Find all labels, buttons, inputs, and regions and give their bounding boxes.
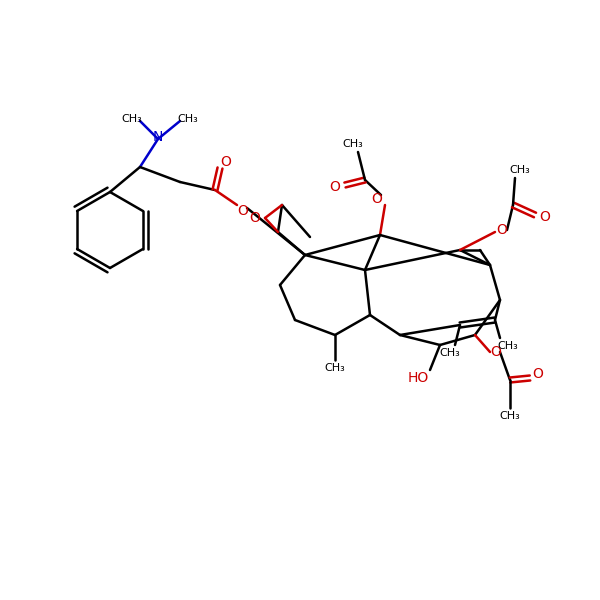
Text: CH₃: CH₃ — [440, 348, 460, 358]
Text: O: O — [221, 155, 232, 169]
Text: O: O — [371, 192, 382, 206]
Text: HO: HO — [407, 371, 428, 385]
Text: O: O — [238, 204, 248, 218]
Text: CH₃: CH₃ — [500, 411, 520, 421]
Text: O: O — [491, 345, 502, 359]
Text: CH₃: CH₃ — [509, 165, 530, 175]
Text: O: O — [250, 211, 260, 225]
Text: CH₃: CH₃ — [122, 114, 142, 124]
Text: CH₃: CH₃ — [497, 341, 518, 351]
Text: N: N — [153, 130, 163, 144]
Text: O: O — [539, 210, 550, 224]
Text: O: O — [533, 367, 544, 381]
Text: O: O — [497, 223, 508, 237]
Text: CH₃: CH₃ — [178, 114, 199, 124]
Text: CH₃: CH₃ — [325, 363, 346, 373]
Text: O: O — [329, 180, 340, 194]
Text: CH₃: CH₃ — [343, 139, 364, 149]
